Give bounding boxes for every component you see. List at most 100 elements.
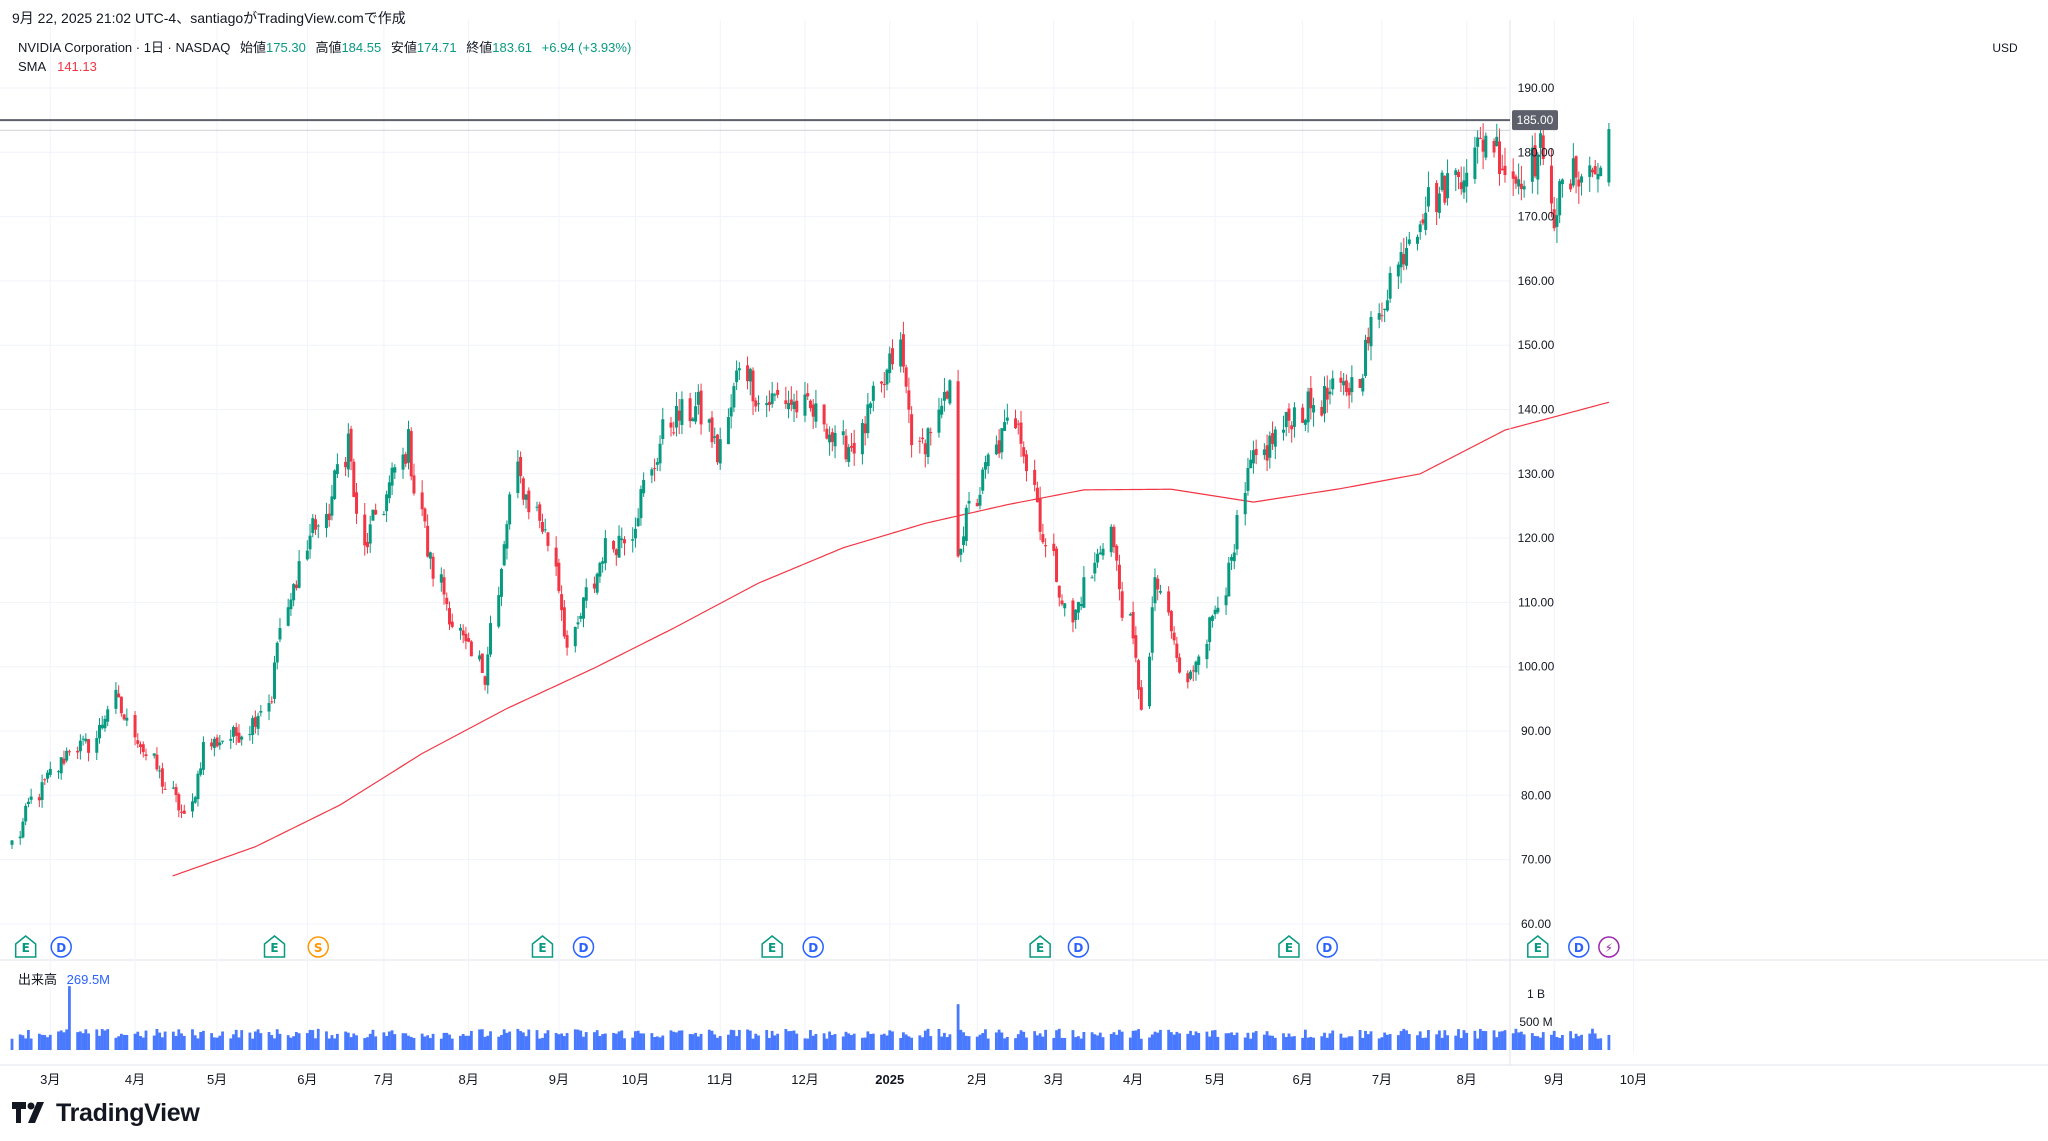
volume-label[interactable]: 出来高 — [18, 972, 58, 987]
volume-bar — [699, 1033, 703, 1050]
volume-bar — [871, 1033, 875, 1050]
candle-body — [617, 535, 621, 558]
volume-bar — [294, 1031, 298, 1050]
candle-body — [1549, 165, 1553, 204]
candle-body — [311, 518, 315, 534]
earnings-marker-icon — [531, 935, 554, 958]
candle-body — [1323, 386, 1327, 414]
candle-body — [672, 432, 676, 434]
volume-bar — [308, 1029, 312, 1050]
volume-bar — [986, 1038, 990, 1050]
candle-body — [1560, 179, 1564, 185]
candle-body — [1076, 601, 1080, 613]
symbol-legend: NVIDIA Corporation · 1日 · NASDAQ 始値175.3… — [18, 38, 631, 76]
volume-bar — [87, 1033, 90, 1050]
candle-body — [1454, 170, 1458, 175]
candle-body — [273, 662, 277, 699]
candle-body — [1590, 169, 1594, 173]
candle-body — [461, 630, 465, 636]
candle-body — [1503, 165, 1507, 176]
candle-body — [860, 423, 864, 455]
volume-bar — [199, 1031, 203, 1050]
volume-bar — [716, 1037, 719, 1050]
candle-body — [174, 787, 178, 795]
volume-bar — [1443, 1030, 1447, 1050]
candle-body — [382, 514, 386, 516]
time-tick-label: 4月 — [125, 1072, 145, 1087]
candle-body — [221, 740, 225, 742]
price-marker-label: 185.00 — [1517, 113, 1554, 127]
price-axis[interactable]: 60.00 70.00 80.00 90.00 100.00 110.00 120.00 13… — [1509, 20, 1555, 1065]
candle-body — [445, 597, 449, 605]
price-tick-label: 130.00 — [1518, 467, 1555, 481]
volume-bar — [694, 1032, 697, 1050]
time-tick-label: 2025 — [875, 1072, 904, 1087]
volume-bar — [1320, 1036, 1324, 1050]
volume-bar — [1019, 1030, 1023, 1050]
volume-bar — [1290, 1036, 1294, 1050]
candle-body — [713, 436, 717, 438]
earnings-marker-label: E — [270, 941, 278, 955]
volume-bar — [393, 1034, 397, 1050]
candle-body — [639, 489, 643, 519]
candle-body — [1254, 448, 1258, 456]
split-marker-label: S — [314, 941, 323, 955]
volume-bar — [573, 1029, 577, 1050]
price-tick-label: 120.00 — [1518, 531, 1555, 545]
volume-bar — [174, 1035, 178, 1050]
candle-body — [1038, 498, 1042, 532]
candle-body — [1117, 564, 1121, 590]
candle-body — [1251, 450, 1255, 464]
volume-bar — [1539, 1037, 1542, 1050]
candle-body — [650, 469, 654, 476]
volume-bar — [133, 1033, 137, 1050]
volume-bar — [234, 1029, 238, 1050]
volume-bar — [43, 1035, 47, 1050]
candle-body — [1137, 660, 1141, 690]
candle-body — [1057, 585, 1061, 598]
volume-bar — [439, 1038, 443, 1050]
candle-body — [691, 418, 695, 422]
candle-body — [1271, 433, 1275, 444]
candle-body — [524, 494, 528, 500]
candle-body — [1405, 247, 1409, 266]
volume-bar — [959, 1029, 963, 1050]
candle-body — [1328, 391, 1332, 395]
volume-bar — [789, 1031, 793, 1050]
symbol-title[interactable]: NVIDIA Corporation · 1日 · NASDAQ — [18, 40, 231, 55]
candle-body — [658, 443, 662, 464]
candle-body — [754, 400, 758, 407]
volume-bar — [1167, 1029, 1171, 1050]
volume-bar — [1262, 1034, 1266, 1050]
candle-body — [385, 494, 389, 512]
volume-bar — [1265, 1031, 1269, 1050]
candle-body — [694, 406, 698, 422]
candle-body — [1074, 609, 1078, 621]
candle-body — [767, 401, 771, 406]
volume-bar — [221, 1031, 224, 1050]
volume-bar — [1005, 1036, 1009, 1050]
candle-body — [579, 615, 583, 619]
time-axis[interactable]: 3月 4月 5月 6月 7月 8月 9月 10月 11月 12月 2025 2月 3月 4月 5月 6月 7月 8… — [0, 1064, 2048, 1087]
candle-body — [603, 538, 607, 564]
open-label: 始値 — [240, 40, 267, 55]
volume-bar — [620, 1030, 624, 1050]
tradingview-logo[interactable]: TradingView — [12, 1096, 200, 1130]
candle-body — [141, 744, 145, 753]
volume-bar — [929, 1036, 933, 1050]
candle-body — [1150, 607, 1154, 653]
candle-body — [387, 482, 391, 499]
volume-bar — [1484, 1031, 1488, 1050]
volume-bar — [68, 986, 71, 1050]
sma-label[interactable]: SMA — [18, 59, 46, 74]
candle-body — [983, 462, 987, 470]
candle-body — [789, 399, 793, 405]
volume-bar — [1022, 1031, 1026, 1050]
volume-bar — [152, 1035, 156, 1050]
volume-bar — [1552, 1030, 1556, 1050]
volume-bar — [289, 1037, 293, 1050]
currency-button[interactable]: USD — [1992, 41, 2018, 55]
volume-bar — [1224, 1033, 1228, 1050]
volume-bar — [1386, 1034, 1389, 1050]
